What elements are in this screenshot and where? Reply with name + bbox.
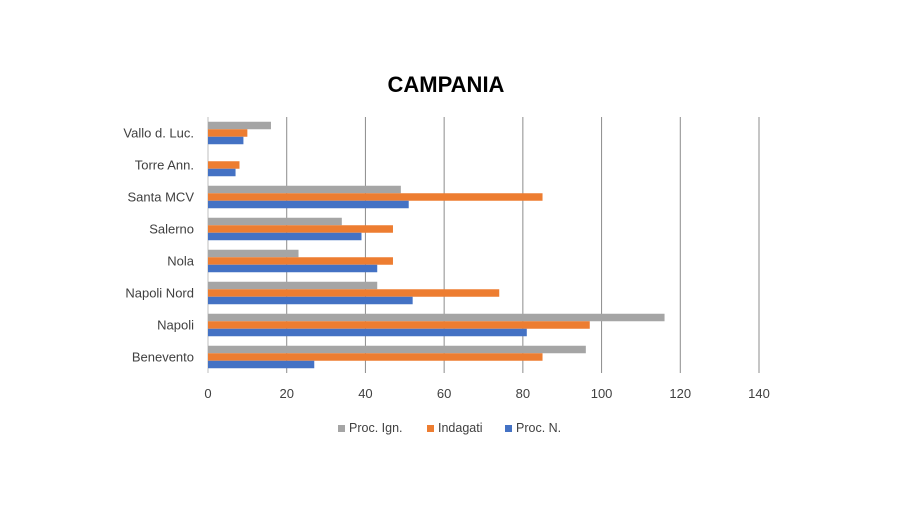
bar-1-1 <box>208 121 271 130</box>
category-label: Santa MCV <box>128 190 195 205</box>
x-tick-label: 80 <box>516 386 530 401</box>
legend-label: Proc. N. <box>516 421 561 435</box>
bar-2-6 <box>208 289 500 297</box>
bar-3-5 <box>208 264 378 273</box>
bar-1-3 <box>208 185 401 194</box>
category-label: Salerno <box>149 222 194 237</box>
x-tick-label: 60 <box>437 386 451 401</box>
chart-title: CAMPANIA <box>388 72 505 97</box>
bar-1-7 <box>208 313 665 322</box>
bar-3-6 <box>208 296 413 305</box>
bar-2-5 <box>208 257 393 265</box>
x-axis-tick-labels: 0 20 40 60 80 100 120 140 <box>204 386 769 401</box>
category-label: Nola <box>167 254 195 269</box>
bar-2-3 <box>208 193 543 201</box>
legend-swatch <box>505 425 512 432</box>
bar-2-7 <box>208 321 590 329</box>
bar-2-4 <box>208 225 393 233</box>
bar-1-8 <box>208 345 586 354</box>
legend-label: Indagati <box>438 421 482 435</box>
category-label: Napoli <box>157 318 194 333</box>
bar-1-6 <box>208 281 378 290</box>
x-tick-label: 140 <box>748 386 770 401</box>
bar-3-3 <box>208 200 409 209</box>
legend-swatch <box>427 425 434 432</box>
chart-legend: Proc. Ign. Indagati Proc. N. <box>338 421 561 435</box>
category-label: Torre Ann. <box>135 158 194 173</box>
x-tick-label: 0 <box>204 386 211 401</box>
x-tick-label: 120 <box>669 386 691 401</box>
bar-1-4 <box>208 217 342 226</box>
bar-2-2 <box>208 161 240 169</box>
bar-3-8 <box>208 360 315 369</box>
bar-3-4 <box>208 232 362 241</box>
bar-2-8 <box>208 353 543 361</box>
x-tick-label: 20 <box>279 386 293 401</box>
bar-2-1 <box>208 129 248 137</box>
chart-bars <box>208 121 665 369</box>
bar-3-1 <box>208 136 244 145</box>
category-labels: Vallo d. Luc. Torre Ann. Santa MCV Salerno N… <box>123 126 194 365</box>
bar-3-2 <box>208 168 236 177</box>
x-tick-label: 40 <box>358 386 372 401</box>
chart-gridlines <box>207 117 760 373</box>
category-label: Benevento <box>132 350 194 365</box>
legend-swatch <box>338 425 345 432</box>
category-label: Vallo d. Luc. <box>123 126 194 141</box>
bar-3-7 <box>208 328 527 337</box>
category-label: Napoli Nord <box>125 286 194 301</box>
x-tick-label: 100 <box>591 386 613 401</box>
legend-label: Proc. Ign. <box>349 421 403 435</box>
bar-1-5 <box>208 249 299 258</box>
